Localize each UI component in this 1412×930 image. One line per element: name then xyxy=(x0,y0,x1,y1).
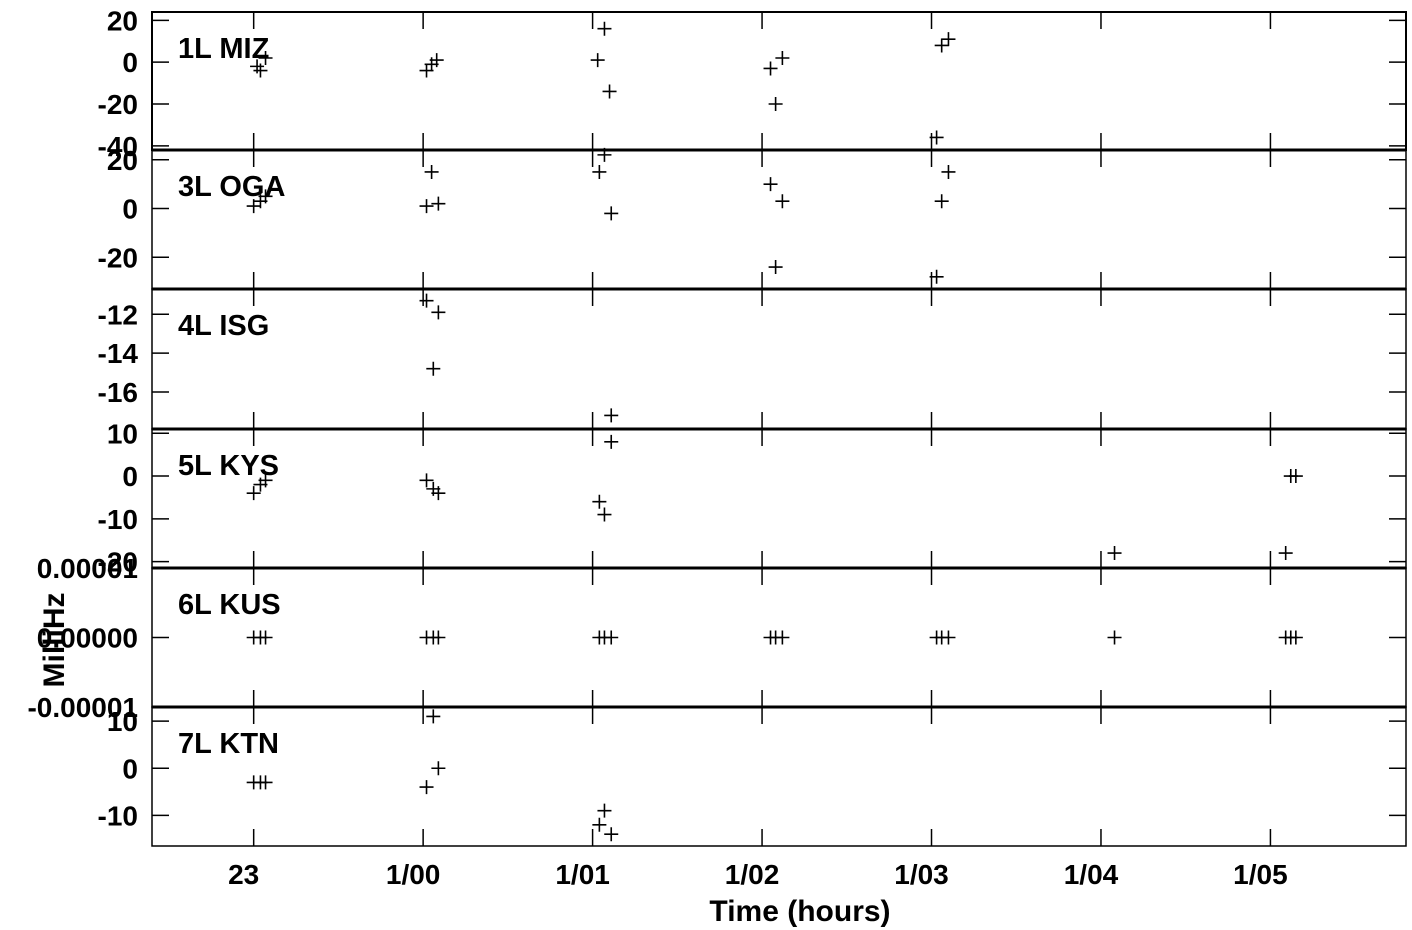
x-tick-label: 1/00 xyxy=(386,859,441,890)
y-tick-label: 10 xyxy=(107,418,138,449)
y-tick-label: -20 xyxy=(98,242,138,273)
y-tick-label: -10 xyxy=(98,800,138,831)
panel-frame xyxy=(151,288,1407,430)
x-tick-label: 1/02 xyxy=(725,859,780,890)
x-tick-label: 23 xyxy=(228,859,259,890)
data-point xyxy=(1288,469,1303,484)
data-point xyxy=(941,630,956,645)
data-point xyxy=(1278,546,1293,561)
panel-label: 6L KUS xyxy=(178,589,281,621)
data-point xyxy=(419,293,434,308)
data-point xyxy=(253,63,268,78)
data-point xyxy=(1107,630,1122,645)
data-point xyxy=(592,494,607,509)
data-point xyxy=(941,32,956,47)
x-axis-title: Time (hours) xyxy=(709,895,890,928)
panel-frame xyxy=(151,428,1407,569)
data-point xyxy=(604,408,619,423)
data-point xyxy=(429,53,444,68)
data-point xyxy=(768,97,783,111)
x-tick-label: 1/05 xyxy=(1233,859,1288,890)
x-tick-label: 1/01 xyxy=(555,859,610,890)
panel-label: 4L ISG xyxy=(178,310,269,342)
data-point xyxy=(592,817,607,832)
data-point xyxy=(602,84,617,99)
data-point xyxy=(424,164,439,179)
panel-frames xyxy=(151,11,1407,847)
y-tick-label: -0.00001 xyxy=(27,692,138,723)
data-point xyxy=(431,196,446,211)
data-point xyxy=(597,507,612,522)
axis-ticks xyxy=(152,12,1406,846)
x-tick-label: 1/03 xyxy=(894,859,949,890)
tick-labels: 20 0 -20 -40 1L MIZ 20 0 -20 3L OGA -12 -14 -16 4L I… xyxy=(27,5,1287,890)
y-tick-label: -12 xyxy=(98,299,138,330)
data-point xyxy=(592,164,607,179)
y-tick-label: 0 xyxy=(122,461,138,492)
data-point xyxy=(604,827,619,842)
data-point xyxy=(934,194,949,209)
data-point xyxy=(604,630,619,645)
data-point xyxy=(258,51,273,65)
y-tick-label: 0 xyxy=(122,753,138,784)
data-point xyxy=(763,177,778,192)
data-point xyxy=(431,305,446,320)
data-point xyxy=(604,206,619,221)
y-tick-label: 0 xyxy=(122,47,138,78)
data-point xyxy=(941,164,956,179)
data-point xyxy=(929,269,944,284)
panel-frame xyxy=(151,11,1407,151)
y-tick-label: 20 xyxy=(107,5,138,36)
data-point xyxy=(763,61,778,76)
data-point xyxy=(597,21,612,36)
data-point xyxy=(426,361,441,376)
panel-frame xyxy=(151,706,1407,847)
data-point xyxy=(431,761,446,776)
data-point xyxy=(775,194,790,209)
y-tick-label: 20 xyxy=(107,145,138,176)
panel-frame xyxy=(151,149,1407,290)
data-point xyxy=(1107,546,1122,561)
data-point xyxy=(929,130,944,145)
data-point xyxy=(258,189,273,204)
y-axis-title: MilliHz xyxy=(38,593,71,688)
data-point xyxy=(775,51,790,65)
data-point xyxy=(258,473,273,488)
y-tick-label: 0 xyxy=(122,194,138,225)
y-tick-label: -10 xyxy=(98,504,138,535)
y-tick-label: 0.00000 xyxy=(37,623,138,654)
data-points xyxy=(246,21,1303,842)
panel-label: 1L MIZ xyxy=(178,33,269,65)
data-point xyxy=(597,147,612,162)
data-point xyxy=(1288,630,1303,645)
x-tick-label: 1/04 xyxy=(1064,859,1119,890)
data-point xyxy=(258,630,273,645)
data-point xyxy=(431,630,446,645)
y-tick-label: 0.00001 xyxy=(37,553,138,584)
y-tick-label: -16 xyxy=(98,377,138,408)
y-tick-label: -40 xyxy=(98,131,138,162)
data-point xyxy=(431,486,446,501)
panel-label: 7L KTN xyxy=(178,728,279,760)
panel-label: 5L KYS xyxy=(178,450,279,482)
data-point xyxy=(246,486,261,501)
data-point xyxy=(934,38,949,53)
data-point xyxy=(426,709,441,724)
data-point xyxy=(768,260,783,275)
data-point xyxy=(775,630,790,645)
y-tick-label: -20 xyxy=(98,547,138,578)
data-point xyxy=(419,780,434,795)
panel-label: 3L OGA xyxy=(178,171,285,203)
y-tick-label: -20 xyxy=(98,89,138,120)
data-point xyxy=(590,53,605,68)
y-tick-label: -14 xyxy=(98,338,139,369)
data-point xyxy=(597,803,612,818)
data-point xyxy=(419,473,434,488)
y-tick-label: 10 xyxy=(107,706,138,737)
data-point xyxy=(604,434,619,449)
data-point xyxy=(258,775,273,790)
data-point xyxy=(419,199,434,214)
